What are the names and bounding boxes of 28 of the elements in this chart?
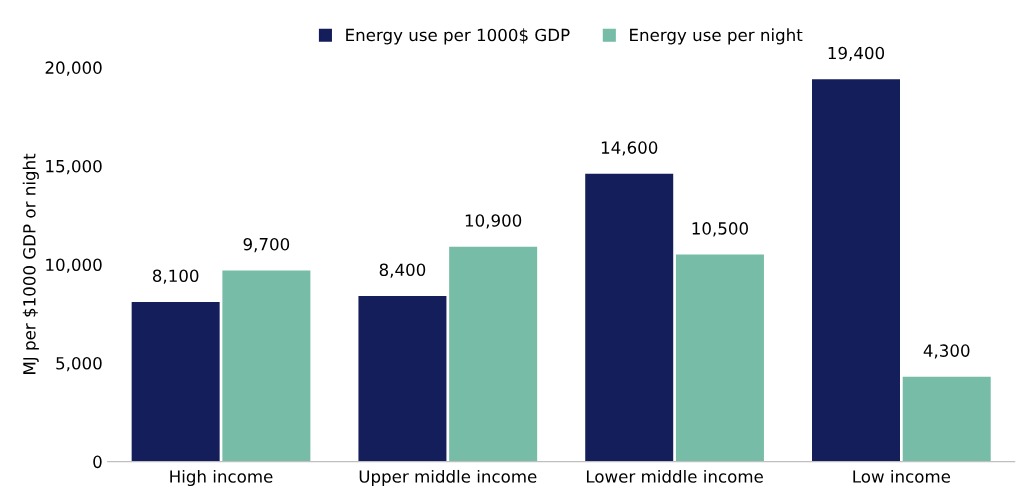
bar [812,79,900,462]
bar [902,376,991,462]
x-tick-label: Low income [853,469,951,483]
x-tick-label: Upper middle income [359,469,537,487]
bar [131,301,220,462]
bar [675,254,764,462]
data-label: 19,400 [828,46,885,61]
data-label: 8,400 [379,263,426,278]
data-label: 9,700 [243,237,290,253]
legend-label: Energy use per night [630,28,803,45]
y-tick-label: 0 [93,455,102,469]
y-tick-label: 10,000 [46,258,102,273]
data-label: 4,300 [923,344,970,359]
data-label: 10,900 [465,214,522,229]
x-tick-label: High income [170,469,273,487]
y-tick-label: 15,000 [46,159,102,175]
data-label: 10,500 [692,222,748,237]
y-tick-label: 20,000 [45,61,102,76]
bar [358,296,447,462]
y-axis-title: MJ per $1000 GDP or night [22,153,39,374]
data-label: 14,600 [601,141,658,156]
x-tick-label: Lower middle income [586,469,763,483]
bar [585,173,674,462]
bar [222,270,311,462]
data-label: 8,100 [152,269,199,284]
y-tick-label: 5,000 [56,356,102,372]
bar [449,246,538,462]
legend-label: Energy use per 1000$ GDP [346,28,570,45]
